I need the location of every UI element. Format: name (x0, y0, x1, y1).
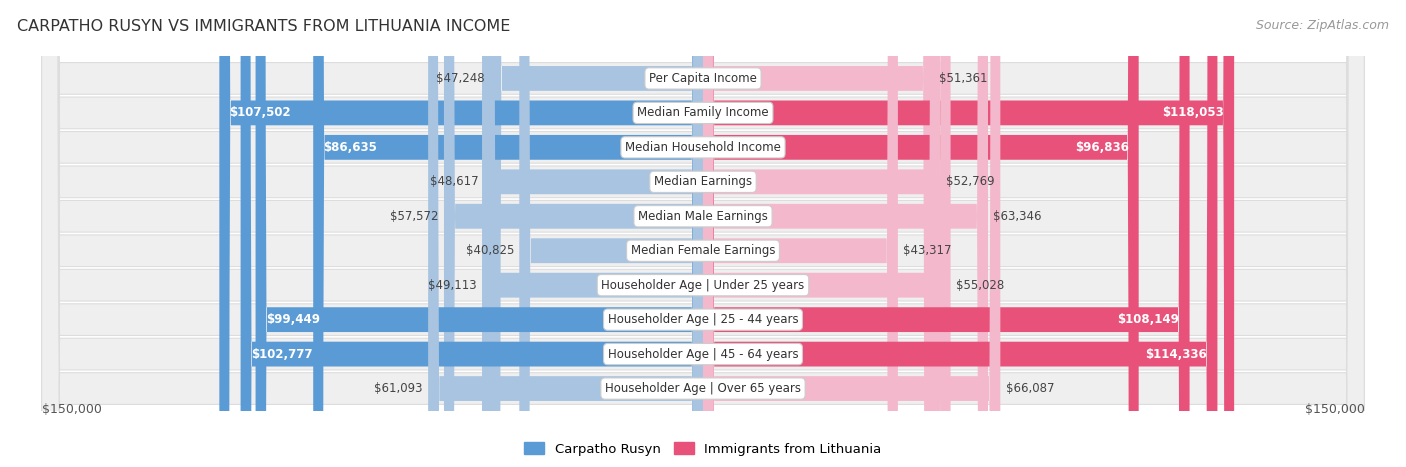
FancyBboxPatch shape (42, 0, 1364, 467)
Legend: Carpatho Rusyn, Immigrants from Lithuania: Carpatho Rusyn, Immigrants from Lithuani… (519, 437, 887, 461)
Text: $86,635: $86,635 (323, 141, 377, 154)
FancyBboxPatch shape (42, 0, 1364, 467)
Text: Source: ZipAtlas.com: Source: ZipAtlas.com (1256, 19, 1389, 32)
Text: $63,346: $63,346 (994, 210, 1042, 223)
Text: $107,502: $107,502 (229, 106, 291, 120)
FancyBboxPatch shape (484, 0, 703, 467)
FancyBboxPatch shape (703, 0, 988, 467)
Text: $150,000: $150,000 (42, 403, 101, 417)
FancyBboxPatch shape (703, 0, 1139, 467)
Text: $108,149: $108,149 (1118, 313, 1180, 326)
Text: $47,248: $47,248 (436, 72, 485, 85)
Text: $114,336: $114,336 (1146, 347, 1208, 361)
Text: Median Household Income: Median Household Income (626, 141, 780, 154)
FancyBboxPatch shape (42, 0, 1364, 467)
FancyBboxPatch shape (42, 0, 1364, 467)
Text: $102,777: $102,777 (250, 347, 312, 361)
Text: $48,617: $48,617 (430, 175, 479, 188)
Text: Per Capita Income: Per Capita Income (650, 72, 756, 85)
Text: $57,572: $57,572 (389, 210, 439, 223)
FancyBboxPatch shape (703, 0, 934, 467)
Text: $150,000: $150,000 (1305, 403, 1364, 417)
FancyBboxPatch shape (703, 0, 898, 467)
Text: $51,361: $51,361 (939, 72, 988, 85)
FancyBboxPatch shape (703, 0, 950, 467)
Text: Householder Age | Under 25 years: Householder Age | Under 25 years (602, 279, 804, 292)
FancyBboxPatch shape (703, 0, 1189, 467)
Text: $99,449: $99,449 (266, 313, 319, 326)
Text: $118,053: $118,053 (1163, 106, 1225, 120)
FancyBboxPatch shape (42, 0, 1364, 467)
FancyBboxPatch shape (314, 0, 703, 467)
Text: Median Earnings: Median Earnings (654, 175, 752, 188)
FancyBboxPatch shape (42, 0, 1364, 467)
FancyBboxPatch shape (256, 0, 703, 467)
FancyBboxPatch shape (42, 0, 1364, 467)
Text: $43,317: $43,317 (903, 244, 952, 257)
Text: CARPATHO RUSYN VS IMMIGRANTS FROM LITHUANIA INCOME: CARPATHO RUSYN VS IMMIGRANTS FROM LITHUA… (17, 19, 510, 34)
FancyBboxPatch shape (219, 0, 703, 467)
FancyBboxPatch shape (491, 0, 703, 467)
Text: Median Female Earnings: Median Female Earnings (631, 244, 775, 257)
Text: Median Male Earnings: Median Male Earnings (638, 210, 768, 223)
FancyBboxPatch shape (703, 0, 941, 467)
FancyBboxPatch shape (42, 0, 1364, 467)
Text: $49,113: $49,113 (427, 279, 477, 292)
Text: $52,769: $52,769 (946, 175, 994, 188)
FancyBboxPatch shape (429, 0, 703, 467)
Text: Householder Age | 45 - 64 years: Householder Age | 45 - 64 years (607, 347, 799, 361)
Text: $61,093: $61,093 (374, 382, 423, 395)
FancyBboxPatch shape (703, 0, 1218, 467)
FancyBboxPatch shape (42, 0, 1364, 467)
FancyBboxPatch shape (703, 0, 1000, 467)
Text: Median Family Income: Median Family Income (637, 106, 769, 120)
FancyBboxPatch shape (42, 0, 1364, 467)
FancyBboxPatch shape (240, 0, 703, 467)
Text: Householder Age | Over 65 years: Householder Age | Over 65 years (605, 382, 801, 395)
FancyBboxPatch shape (703, 0, 1234, 467)
Text: $55,028: $55,028 (956, 279, 1004, 292)
Text: $96,836: $96,836 (1074, 141, 1129, 154)
Text: Householder Age | 25 - 44 years: Householder Age | 25 - 44 years (607, 313, 799, 326)
FancyBboxPatch shape (519, 0, 703, 467)
Text: $40,825: $40,825 (465, 244, 515, 257)
FancyBboxPatch shape (444, 0, 703, 467)
FancyBboxPatch shape (482, 0, 703, 467)
Text: $66,087: $66,087 (1005, 382, 1054, 395)
